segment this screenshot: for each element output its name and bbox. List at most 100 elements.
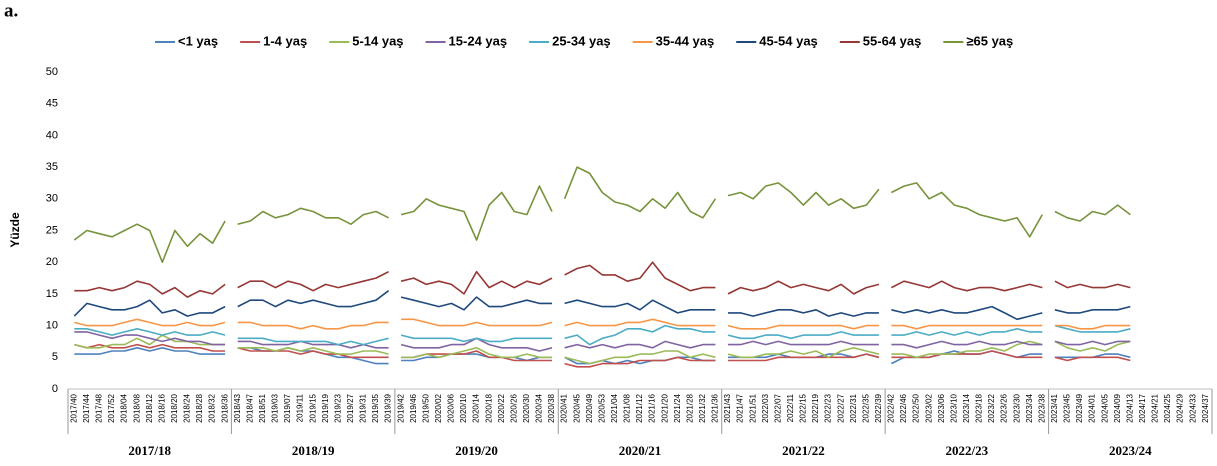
y-tick-label: 25 (46, 224, 58, 236)
x-tick-label: 2019/42 (396, 393, 405, 422)
season-label: 2021/22 (782, 443, 825, 458)
x-tick-label: 2020/18 (484, 393, 493, 422)
x-tick-label: 2021/04 (610, 393, 619, 422)
series-line (237, 347, 389, 365)
y-tick-label: 0 (52, 383, 58, 395)
series-line (400, 270, 553, 295)
x-tick-label: 2018/36 (220, 393, 229, 422)
x-tick-label: 2018/20 (170, 393, 179, 422)
series-line (400, 296, 552, 311)
season-label: 2019/20 (455, 443, 498, 458)
x-tick-label: 2021/51 (748, 393, 757, 422)
series-line (891, 324, 1043, 330)
season-label: 2017/18 (128, 443, 171, 458)
x-tick-label: 2022/07 (773, 393, 782, 422)
x-tick-label: 2020/53 (597, 393, 606, 422)
season-label: 2020/21 (619, 443, 662, 458)
x-tick-label: 2023/10 (949, 393, 958, 422)
series-line (891, 305, 1043, 321)
x-tick-label: 2024/13 (1125, 393, 1134, 422)
y-tick-label: 10 (46, 320, 58, 332)
x-tick-label: 2020/49 (585, 393, 594, 422)
series-line (727, 182, 880, 210)
series-line (237, 290, 390, 308)
x-tick-label: 2022/31 (849, 393, 858, 422)
x-tick-label: 2018/51 (258, 393, 267, 422)
season-label: 2022/23 (946, 443, 989, 458)
x-tick-label: 2017/44 (82, 393, 91, 422)
x-tick-label: 2021/47 (736, 393, 745, 422)
x-tick-label: 2017/48 (95, 393, 104, 422)
x-tick-label: 2020/41 (560, 393, 569, 422)
x-tick-label: 2018/24 (183, 393, 192, 422)
x-tick-label: 2022/19 (811, 393, 820, 422)
x-tick-label: 2024/33 (1188, 393, 1197, 422)
series-line (400, 334, 552, 343)
x-tick-label: 2023/49 (1075, 393, 1084, 422)
series-line (74, 331, 226, 346)
series-line (564, 356, 716, 368)
series-line (891, 340, 1043, 359)
series-line (728, 340, 879, 346)
legend-label: 25-34 yaş (552, 33, 611, 48)
series-line (1054, 324, 1131, 333)
x-tick-label: 2021/16 (648, 393, 657, 422)
x-tick-label: 2024/01 (1088, 393, 1097, 422)
series-line (891, 328, 1043, 336)
x-tick-label: 2019/07 (283, 393, 292, 422)
x-tick-label: 2024/37 (1201, 393, 1210, 422)
series-line (891, 280, 1043, 292)
series-line (727, 280, 880, 295)
x-tick-label: 2023/02 (924, 393, 933, 422)
x-tick-label: 2024/21 (1151, 393, 1160, 422)
series-line (564, 299, 716, 314)
x-tick-label: 2023/38 (1037, 393, 1046, 422)
x-tick-label: 2020/02 (434, 393, 443, 422)
series-line (401, 318, 553, 327)
x-tick-label: 2019/31 (359, 393, 368, 422)
x-tick-label: 2020/30 (522, 393, 531, 422)
series-line (563, 166, 717, 219)
series-line (74, 318, 226, 327)
x-tick-label: 2021/36 (711, 393, 720, 422)
series-line (1054, 340, 1131, 346)
y-tick-label: 15 (46, 288, 58, 300)
y-tick-label: 30 (46, 193, 58, 205)
season-label: 2018/19 (292, 443, 335, 458)
x-tick-label: 2021/43 (723, 393, 732, 422)
x-tick-label: 2018/32 (208, 393, 217, 422)
legend-label: 35-44 yaş (656, 33, 715, 48)
y-tick-label: 40 (46, 129, 58, 141)
series-line (400, 337, 553, 352)
x-tick-label: 2023/45 (1063, 393, 1072, 422)
series-line (74, 343, 226, 352)
x-tick-label: 2020/22 (497, 393, 506, 422)
x-tick-label: 2019/23 (333, 393, 342, 422)
legend-label: <1 yaş (178, 33, 218, 48)
season-label: 2023/24 (1109, 443, 1152, 458)
x-tick-label: 2018/28 (195, 393, 204, 422)
x-tick-label: 2020/34 (535, 393, 544, 422)
series-line (401, 347, 552, 359)
series-line (727, 331, 879, 340)
series-line (237, 207, 389, 225)
series-line (73, 220, 226, 263)
x-tick-label: 2019/50 (421, 393, 430, 422)
x-tick-label: 2021/20 (660, 393, 669, 422)
series-line (564, 324, 716, 346)
series-line (1054, 324, 1131, 330)
x-tick-label: 2022/15 (799, 393, 808, 422)
x-tick-label: 2021/24 (673, 393, 682, 422)
x-tick-label: 2020/45 (572, 393, 581, 422)
x-tick-label: 2024/05 (1100, 393, 1109, 422)
series-line (237, 347, 389, 359)
legend-label: 55-64 yaş (863, 33, 922, 48)
x-tick-label: 2023/30 (1012, 393, 1021, 422)
panel-label: a. (4, 0, 18, 21)
x-tick-label: 2022/42 (887, 393, 896, 422)
series-line (1054, 280, 1131, 289)
x-tick-label: 2023/26 (1000, 393, 1009, 422)
series-line (728, 353, 880, 362)
x-tick-label: 2021/08 (623, 393, 632, 422)
x-tick-label: 2019/35 (371, 393, 380, 422)
